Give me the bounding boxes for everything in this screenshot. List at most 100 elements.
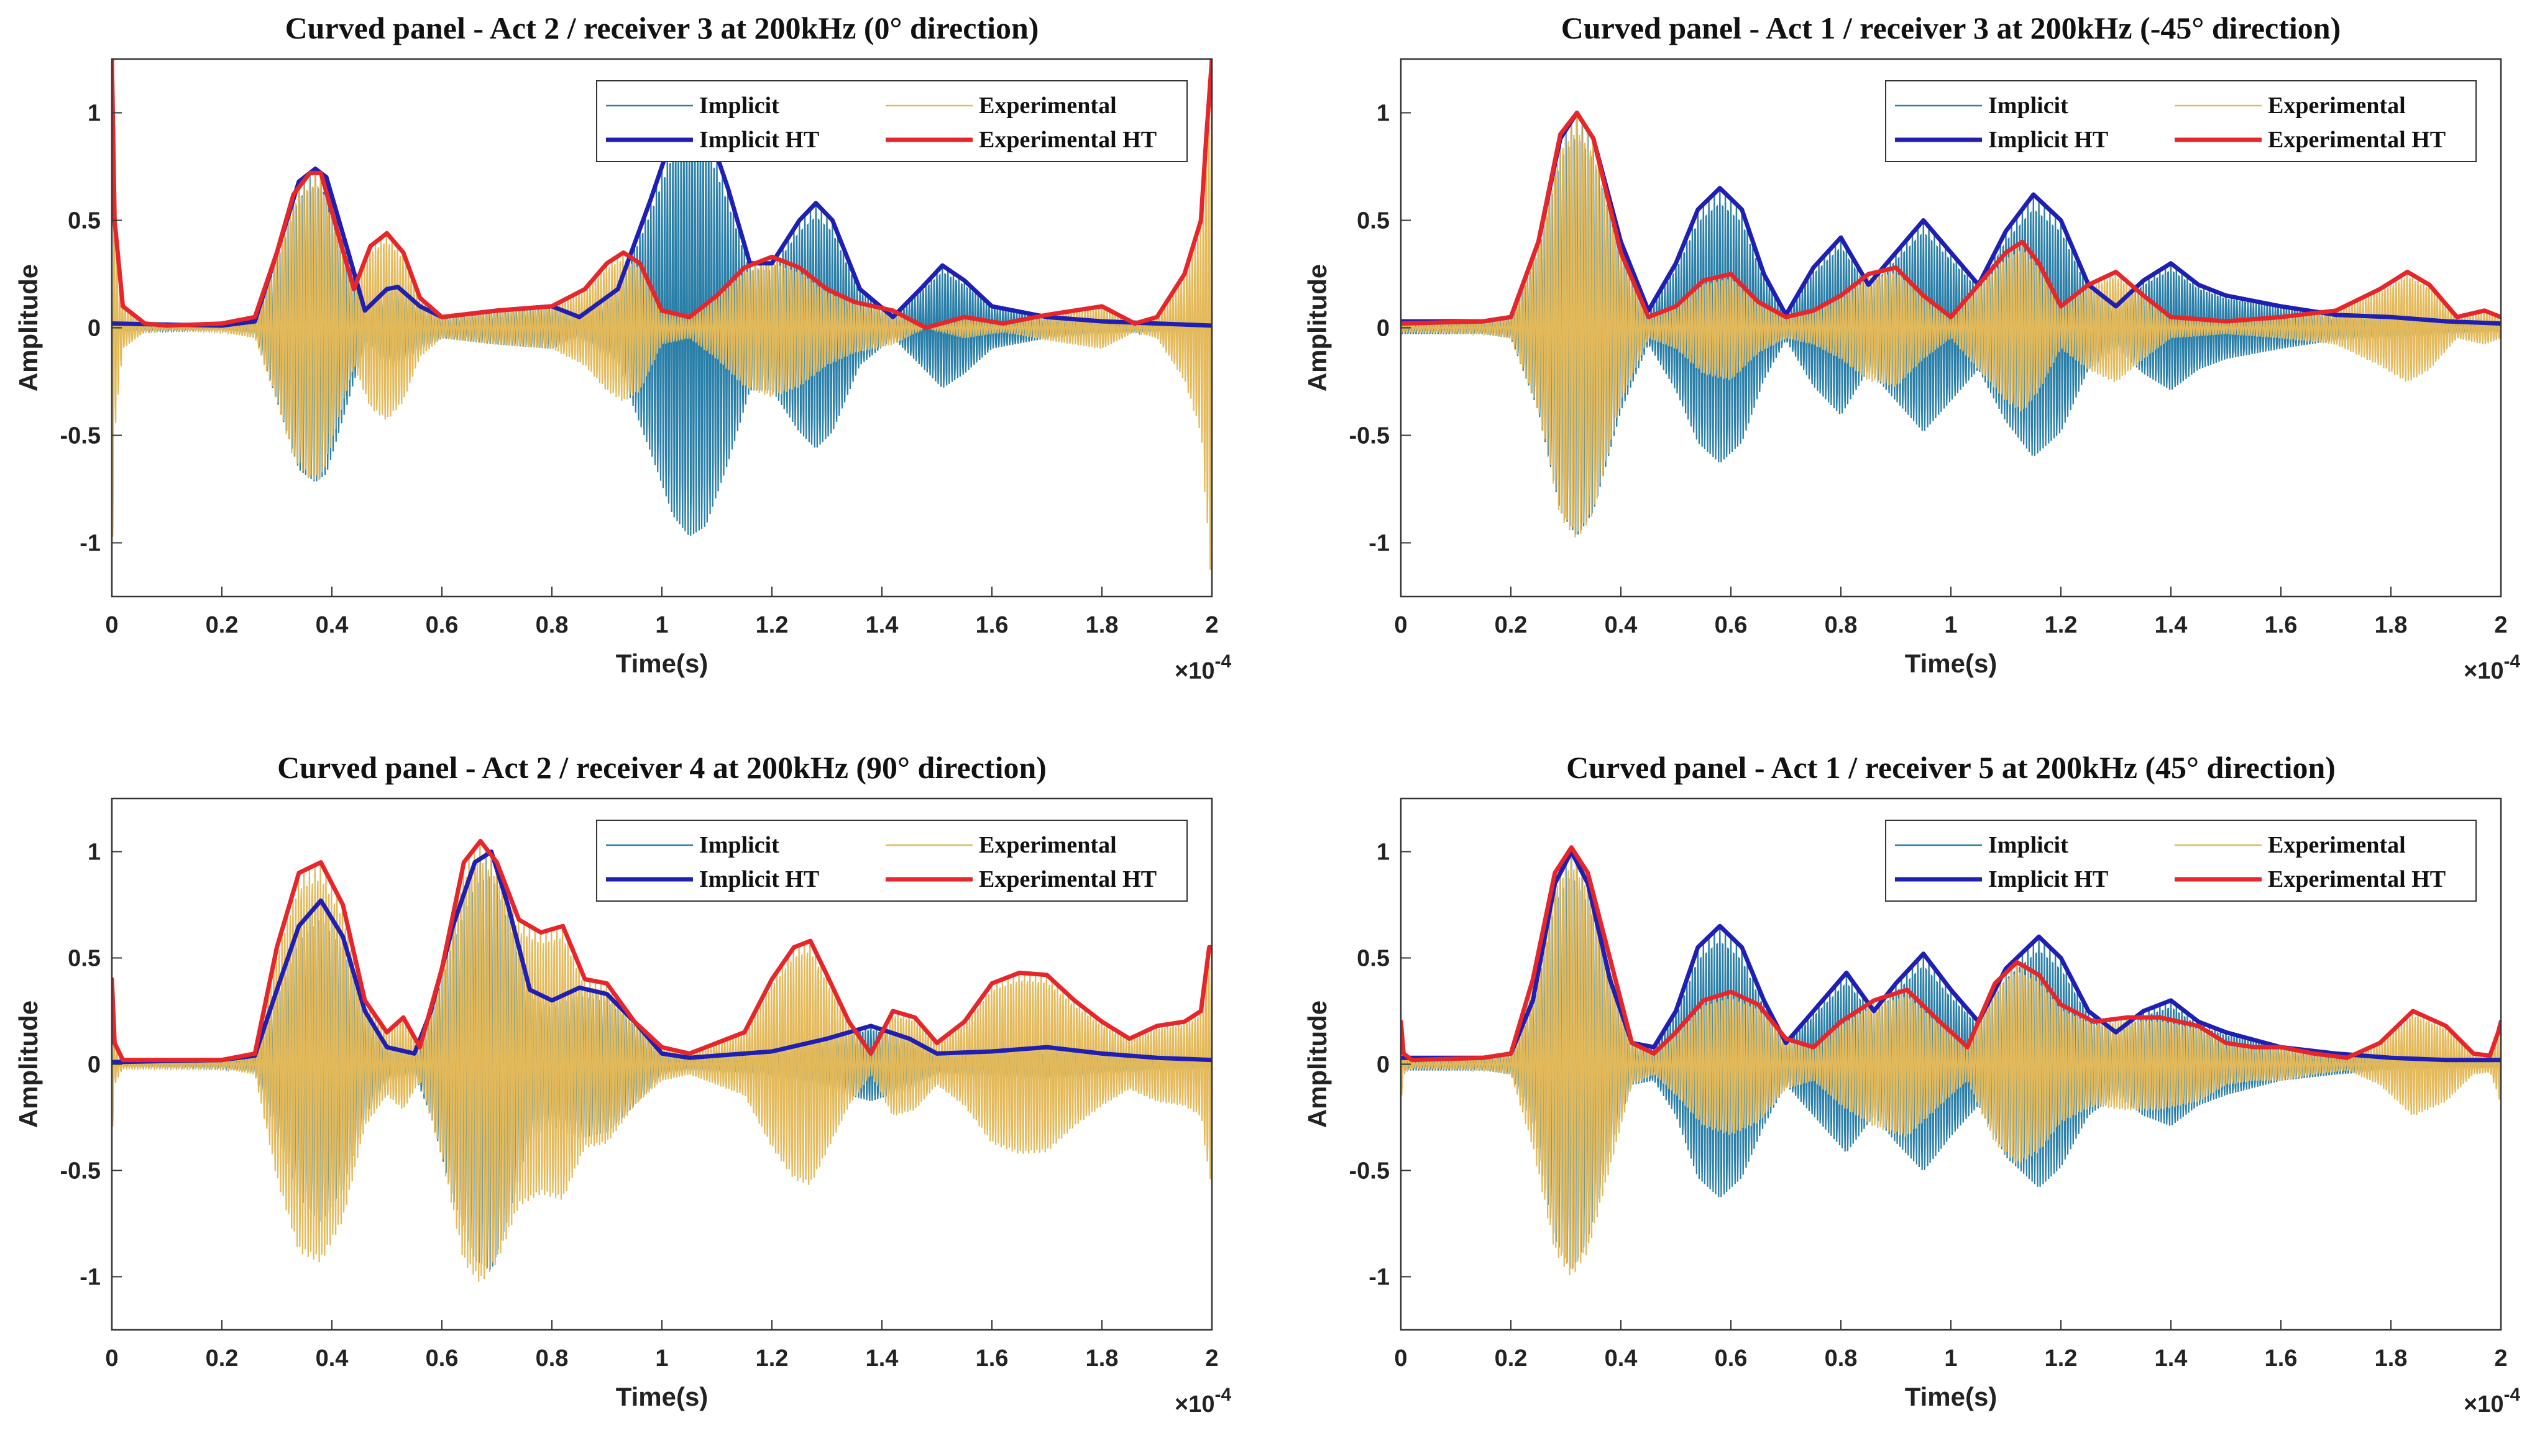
- y-tick-label: -0.5: [1349, 423, 1390, 449]
- chart-panel-bottom-left: Curved panel - Act 2 / receiver 4 at 200…: [0, 739, 1243, 1454]
- x-tick-label: 1: [1944, 612, 1957, 638]
- x-tick-label: 2: [2494, 1345, 2507, 1371]
- chart-title: Curved panel - Act 2 / receiver 3 at 200…: [285, 11, 1039, 45]
- legend-label: Experimental: [2268, 93, 2406, 119]
- x-tick-label: 0.8: [1825, 1345, 1858, 1371]
- x-tick-label: 1.8: [1086, 612, 1119, 638]
- x-tick-label: 1.2: [756, 612, 789, 638]
- x-tick-label: 0.4: [316, 1345, 349, 1371]
- chart-title: Curved panel - Act 1 / receiver 3 at 200…: [1561, 11, 2341, 45]
- y-tick-label: -1: [80, 531, 101, 557]
- x-tick-label: 1.6: [976, 612, 1009, 638]
- x-axis-label: Time(s): [1905, 1382, 1998, 1411]
- x-axis-exponent: ×10-4: [1175, 651, 1231, 684]
- x-tick-label: 1.6: [2265, 612, 2298, 638]
- y-tick-label: -1: [80, 1265, 101, 1291]
- legend: Implicit Experimental Implicit HT Experimen…: [596, 820, 1188, 902]
- y-tick-label: 0.5: [1357, 208, 1390, 234]
- chart-title: Curved panel - Act 2 / receiver 4 at 200…: [277, 750, 1047, 785]
- x-axis-exponent: ×10-4: [2464, 1385, 2520, 1417]
- x-tick-label: 0.8: [1825, 612, 1858, 638]
- x-tick-label: 0.4: [316, 612, 349, 638]
- x-tick-label: 0.6: [426, 1345, 459, 1371]
- legend-label: Implicit: [699, 93, 779, 119]
- chart-title: Curved panel - Act 1 / receiver 5 at 200…: [1566, 750, 2336, 785]
- legend-label: Experimental HT: [2268, 866, 2446, 892]
- x-tick-label: 1.4: [2155, 612, 2188, 638]
- x-tick-label: 1.2: [756, 1345, 789, 1371]
- y-tick-label: 0: [1377, 1052, 1390, 1078]
- chart-svg: Curved panel - Act 1 / receiver 5 at 200…: [1303, 750, 2520, 1417]
- x-tick-label: 1.2: [2045, 612, 2078, 638]
- x-tick-label: 1.4: [2155, 1345, 2188, 1371]
- x-tick-label: 2: [1205, 612, 1218, 638]
- legend-label: Implicit HT: [1988, 127, 2108, 153]
- x-tick-label: 0.6: [426, 612, 459, 638]
- y-tick-label: -1: [1369, 531, 1390, 557]
- x-tick-label: 0.6: [1715, 612, 1748, 638]
- x-axis-label: Time(s): [616, 649, 709, 678]
- x-tick-label: 0.4: [1605, 612, 1638, 638]
- legend-label: Implicit HT: [699, 866, 819, 892]
- series-experimental-line: [1401, 114, 2501, 538]
- series-experimental-line: [112, 65, 1212, 570]
- x-tick-label: 0: [1394, 612, 1407, 638]
- x-tick-label: 0: [105, 1345, 118, 1371]
- chart-panel-bottom-right: Curved panel - Act 1 / receiver 5 at 200…: [1289, 739, 2532, 1454]
- y-tick-label: 0.5: [1357, 946, 1390, 972]
- chart-svg: Curved panel - Act 2 / receiver 4 at 200…: [14, 750, 1231, 1417]
- legend-label: Implicit: [699, 832, 779, 858]
- chart-svg: Curved panel - Act 1 / receiver 3 at 200…: [1303, 11, 2520, 684]
- x-tick-label: 0.2: [1495, 1345, 1528, 1371]
- series-implicit-ht-line: [112, 849, 1212, 1065]
- y-tick-label: 0: [1377, 316, 1390, 342]
- x-axis-exponent: ×10-4: [1175, 1385, 1231, 1417]
- x-tick-label: 1.8: [2375, 612, 2408, 638]
- y-tick-label: -0.5: [60, 1158, 101, 1184]
- legend-label: Experimental: [979, 832, 1117, 858]
- legend-label: Experimental HT: [2268, 127, 2446, 153]
- y-tick-label: 1: [1377, 840, 1390, 866]
- legend: Implicit Experimental Implicit HT Experimen…: [1885, 820, 2477, 902]
- series-experimental-ht-line: [1401, 845, 2501, 1063]
- y-axis-label: Amplitude: [14, 264, 43, 391]
- y-tick-label: -0.5: [1349, 1158, 1390, 1184]
- series-experimental-ht-line: [112, 59, 1212, 330]
- x-axis-label: Time(s): [1905, 649, 1998, 678]
- x-tick-label: 0.2: [206, 612, 239, 638]
- legend-label: Implicit HT: [1988, 866, 2108, 892]
- x-tick-label: 1.2: [2045, 1345, 2078, 1371]
- x-tick-label: 1: [1944, 1345, 1957, 1371]
- y-tick-label: 0: [88, 1052, 101, 1078]
- y-tick-label: 1: [88, 840, 101, 866]
- x-tick-label: 0.4: [1605, 1345, 1638, 1371]
- x-tick-label: 1.4: [866, 612, 899, 638]
- y-tick-label: 0.5: [68, 946, 101, 972]
- x-tick-label: 0: [1394, 1345, 1407, 1371]
- legend-label: Implicit: [1988, 93, 2068, 119]
- x-tick-label: 0.2: [206, 1345, 239, 1371]
- legend: Implicit Experimental Implicit HT Experimen…: [1885, 80, 2477, 162]
- x-axis-exponent: ×10-4: [2464, 651, 2520, 684]
- series-experimental-ht-line: [112, 838, 1212, 1063]
- x-tick-label: 1.4: [866, 1345, 899, 1371]
- chart-svg: Curved panel - Act 2 / receiver 3 at 200…: [14, 11, 1231, 684]
- x-tick-label: 0.8: [536, 612, 569, 638]
- series-implicit-ht-line: [1401, 849, 2501, 1063]
- x-tick-label: 0.8: [536, 1345, 569, 1371]
- x-tick-label: 1: [655, 612, 668, 638]
- x-tick-label: 1.8: [1086, 1345, 1119, 1371]
- legend-label: Implicit: [1988, 832, 2068, 858]
- legend-label: Implicit HT: [699, 127, 819, 153]
- x-tick-label: 0.6: [1715, 1345, 1748, 1371]
- y-axis-label: Amplitude: [14, 1000, 43, 1128]
- x-tick-label: 1.6: [2265, 1345, 2298, 1371]
- x-tick-label: 0.2: [1495, 612, 1528, 638]
- legend-label: Experimental: [2268, 832, 2406, 858]
- chart-panel-top-left: Curved panel - Act 2 / receiver 3 at 200…: [0, 0, 1243, 721]
- series-experimental-ht-line: [1401, 111, 2501, 326]
- x-tick-label: 1: [655, 1345, 668, 1371]
- y-tick-label: 0.5: [68, 208, 101, 234]
- x-tick-label: 2: [2494, 612, 2507, 638]
- chart-panel-top-right: Curved panel - Act 1 / receiver 3 at 200…: [1289, 0, 2532, 721]
